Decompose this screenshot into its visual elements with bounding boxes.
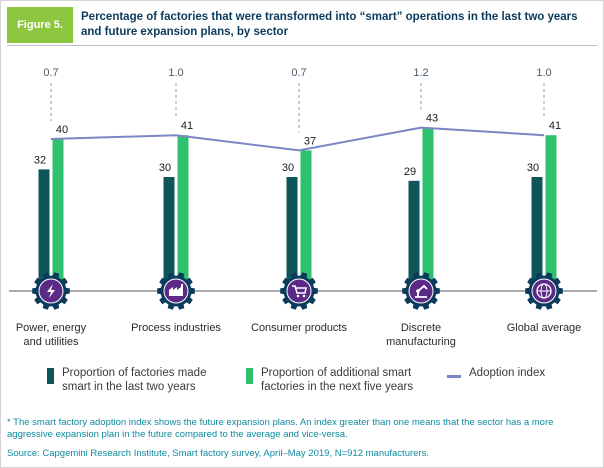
bar-value-label: 41 xyxy=(549,120,561,132)
factory-glyph xyxy=(169,284,183,296)
footnote-text: * The smart factory adoption index shows… xyxy=(7,417,554,440)
figure-label: Figure 5. xyxy=(7,7,73,43)
bar-value-label: 29 xyxy=(404,166,416,178)
adoption-index-line xyxy=(50,126,545,152)
cart-glyph xyxy=(292,285,307,294)
legend-label-dark-line: smart in the last two years xyxy=(62,381,196,393)
energy-bolt-icon xyxy=(32,272,70,310)
icon-center xyxy=(408,278,434,304)
category-label: Discrete xyxy=(401,322,441,334)
figure-title: Percentage of factories that were transf… xyxy=(81,11,578,38)
legend-label-light-line: factories in the next five years xyxy=(261,381,414,393)
bar-value-label: 30 xyxy=(282,162,294,174)
source-text: Source: Capgemini Research Institute, Sm… xyxy=(7,448,429,459)
bolt-glyph xyxy=(47,284,55,298)
bar-next-five-years xyxy=(545,135,557,291)
bar-last-two-years xyxy=(286,177,298,291)
adoption-index-label: 1.0 xyxy=(168,67,183,79)
chart-canvas: 32 40 0.7 30 41 1.0 30 37 0.7 29 43 1.2 30 41 1.0 Power… xyxy=(9,67,597,348)
category-label: manufacturing xyxy=(386,336,456,348)
adoption-index-label: 0.7 xyxy=(43,67,58,79)
bar-value-label: 40 xyxy=(56,124,68,136)
cart-wheel xyxy=(296,294,300,298)
factory-icon xyxy=(157,272,195,310)
bar-next-five-years xyxy=(177,135,189,291)
category-label: Power, energy xyxy=(16,322,87,334)
legend-label-light-line: Proportion of additional smart xyxy=(261,367,412,379)
robot-joint xyxy=(416,289,420,293)
bar-value-label: 41 xyxy=(181,120,193,132)
bar-value-label: 30 xyxy=(527,162,539,174)
bar-value-label: 32 xyxy=(34,154,46,166)
legend-swatch-index xyxy=(447,375,461,378)
bar-value-label: 37 xyxy=(304,135,316,147)
robot-arm-icon xyxy=(402,272,440,310)
bar-value-label: 30 xyxy=(159,162,171,174)
category-label: Process industries xyxy=(131,322,221,334)
legend-label-index: Adoption index xyxy=(469,367,546,379)
bar-last-two-years xyxy=(163,177,175,291)
legend-item-light: Proportion of additional smart factories… xyxy=(246,366,413,394)
adoption-index-label: 1.0 xyxy=(536,67,551,79)
legend-label-dark: Proportion of factories made smart in th… xyxy=(62,366,206,394)
bar-last-two-years xyxy=(38,169,50,291)
category-label: Global average xyxy=(507,322,582,334)
legend-item-dark: Proportion of factories made smart in th… xyxy=(47,366,206,394)
title-divider xyxy=(7,45,597,46)
cart-wheel xyxy=(302,294,306,298)
bar-value-label: 43 xyxy=(426,113,438,125)
robot-arm-glyph xyxy=(415,284,428,298)
icon-center xyxy=(286,278,312,304)
adoption-index-label: 0.7 xyxy=(291,67,306,79)
bar-next-five-years xyxy=(300,150,312,291)
shopping-cart-icon xyxy=(280,272,318,310)
bar-next-five-years xyxy=(52,139,64,291)
legend-swatch-dark xyxy=(47,368,54,384)
legend-swatch-light xyxy=(246,368,253,384)
legend-label-dark-line: Proportion of factories made xyxy=(62,367,207,379)
globe-icon xyxy=(525,272,563,310)
adoption-index-label: 1.2 xyxy=(413,67,428,79)
legend-item-index: Adoption index xyxy=(447,366,545,380)
bar-next-five-years xyxy=(422,127,434,291)
category-label: and utilities xyxy=(23,336,79,348)
category-label: Consumer products xyxy=(251,322,347,334)
legend-label-light: Proportion of additional smart factories… xyxy=(261,366,413,394)
bar-last-two-years xyxy=(531,177,543,291)
bar-last-two-years xyxy=(408,180,420,291)
